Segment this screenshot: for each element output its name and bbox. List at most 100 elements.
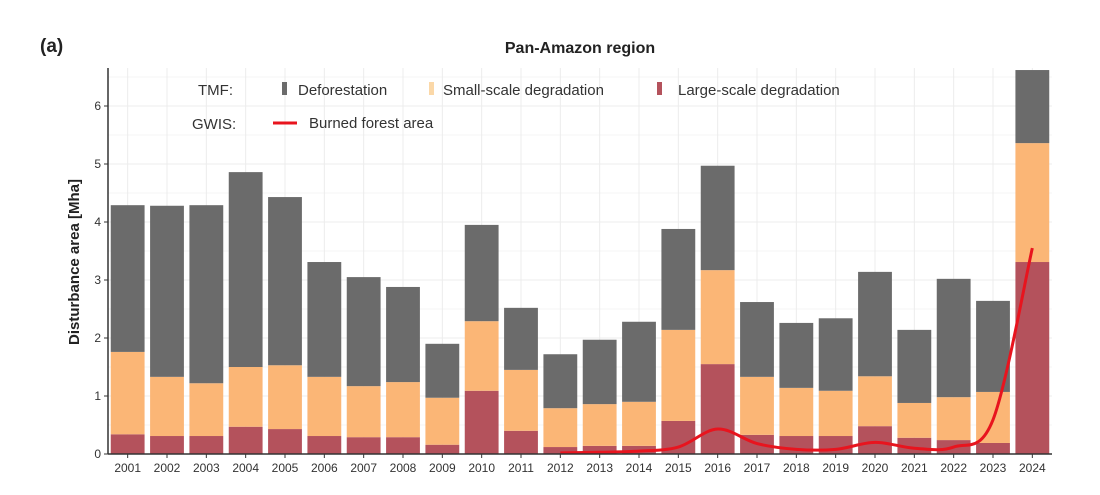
bar-deforestation-2012 xyxy=(543,354,578,409)
y-tick-label: 6 xyxy=(94,99,101,113)
x-tick-label: 2015 xyxy=(665,461,692,475)
bar-large-scale-degradation-2003 xyxy=(189,436,224,454)
bar-small-scale-degradation-2011 xyxy=(504,369,538,431)
bar-large-scale-degradation-2012 xyxy=(543,447,578,454)
x-tick-label: 2003 xyxy=(193,461,220,475)
bar-large-scale-degradation-2011 xyxy=(504,430,538,454)
x-tick-label: 2007 xyxy=(350,461,377,475)
bar-small-scale-degradation-2006 xyxy=(307,376,342,437)
legend-swatch-large-scale-degradation xyxy=(657,82,662,95)
bar-large-scale-degradation-2001 xyxy=(110,434,145,454)
bar-deforestation-2015 xyxy=(661,228,696,330)
x-tick-label: 2017 xyxy=(744,461,771,475)
bar-small-scale-degradation-2015 xyxy=(661,329,696,421)
bar-small-scale-degradation-2019 xyxy=(818,390,853,437)
bar-small-scale-degradation-2016 xyxy=(700,270,735,365)
bar-deforestation-2010 xyxy=(464,224,499,322)
x-tick-label: 2019 xyxy=(822,461,849,475)
bar-small-scale-degradation-2004 xyxy=(228,367,263,427)
bar-small-scale-degradation-2008 xyxy=(386,382,420,438)
bar-small-scale-degradation-2002 xyxy=(150,376,184,437)
bar-deforestation-2022 xyxy=(936,278,971,398)
bar-deforestation-2007 xyxy=(346,277,381,387)
y-tick-label: 1 xyxy=(94,389,101,403)
y-tick-label: 4 xyxy=(94,215,101,229)
legend-label-large-scale-degradation: Large-scale degradation xyxy=(678,82,840,99)
x-tick-label: 2001 xyxy=(114,461,141,475)
bar-small-scale-degradation-2024 xyxy=(1015,143,1050,263)
x-tick-label: 2022 xyxy=(940,461,967,475)
burned-forest-area-line xyxy=(560,247,1034,455)
bar-small-scale-degradation-2021 xyxy=(897,402,932,438)
x-tick-label: 2010 xyxy=(468,461,495,475)
bar-small-scale-degradation-2022 xyxy=(936,397,971,441)
bar-large-scale-degradation-2009 xyxy=(425,444,460,454)
bar-large-scale-degradation-2013 xyxy=(582,445,617,454)
bar-deforestation-2002 xyxy=(150,205,184,377)
bar-deforestation-2006 xyxy=(307,262,342,377)
bar-deforestation-2008 xyxy=(386,286,420,383)
bar-small-scale-degradation-2017 xyxy=(740,376,774,435)
bar-deforestation-2004 xyxy=(228,172,263,367)
bar-deforestation-2001 xyxy=(110,205,145,352)
legend-label-small-scale-degradation: Small-scale degradation xyxy=(443,82,604,99)
x-tick-label: 2021 xyxy=(901,461,928,475)
chart-title: Pan-Amazon region xyxy=(505,40,655,57)
legend: TMF: Deforestation Small-scale degradati… xyxy=(192,82,840,133)
legend-gwis-label: GWIS: xyxy=(192,116,236,133)
bar-small-scale-degradation-2014 xyxy=(622,401,656,446)
burned-area-line-layer xyxy=(560,247,1034,455)
x-tick-label: 2006 xyxy=(311,461,338,475)
legend-swatch-small-scale-degradation xyxy=(429,82,434,95)
bar-small-scale-degradation-2005 xyxy=(268,365,302,430)
bar-deforestation-2017 xyxy=(740,302,774,377)
y-tick-label: 5 xyxy=(94,157,101,171)
x-tick-label: 2005 xyxy=(272,461,299,475)
x-tick-label: 2020 xyxy=(862,461,889,475)
bar-deforestation-2005 xyxy=(268,197,302,366)
bar-small-scale-degradation-2013 xyxy=(582,404,617,446)
bar-large-scale-degradation-2016 xyxy=(700,364,735,454)
bar-deforestation-2019 xyxy=(818,318,853,391)
bar-small-scale-degradation-2018 xyxy=(779,387,814,437)
bar-deforestation-2014 xyxy=(622,321,656,402)
x-tick-label: 2016 xyxy=(704,461,731,475)
bar-deforestation-2024 xyxy=(1015,70,1050,144)
y-tick-label: 0 xyxy=(94,447,101,461)
x-tick-label: 2013 xyxy=(586,461,613,475)
legend-label-deforestation: Deforestation xyxy=(298,82,387,99)
bar-deforestation-2003 xyxy=(189,205,224,384)
bar-deforestation-2011 xyxy=(504,307,538,370)
bar-small-scale-degradation-2009 xyxy=(425,397,460,445)
x-tick-label: 2018 xyxy=(783,461,810,475)
bar-large-scale-degradation-2006 xyxy=(307,436,342,454)
bar-large-scale-degradation-2002 xyxy=(150,436,184,454)
x-tick-label: 2009 xyxy=(429,461,456,475)
bar-small-scale-degradation-2012 xyxy=(543,408,578,448)
bar-large-scale-degradation-2008 xyxy=(386,437,420,454)
legend-label-burned-forest-area: Burned forest area xyxy=(309,115,434,132)
bar-small-scale-degradation-2007 xyxy=(346,386,381,438)
y-axis-label: Disturbance area [Mha] xyxy=(66,179,83,345)
bar-large-scale-degradation-2020 xyxy=(858,426,892,454)
y-tick-label: 3 xyxy=(94,273,101,287)
bar-large-scale-degradation-2010 xyxy=(464,390,499,454)
bar-small-scale-degradation-2001 xyxy=(110,351,145,435)
bar-deforestation-2009 xyxy=(425,343,460,398)
x-tick-label: 2008 xyxy=(390,461,417,475)
bar-deforestation-2013 xyxy=(582,339,617,405)
panel-label: (a) xyxy=(40,36,63,57)
bar-large-scale-degradation-2007 xyxy=(346,437,381,454)
x-tick-label: 2023 xyxy=(980,461,1007,475)
y-tick-label: 2 xyxy=(94,331,101,345)
bar-small-scale-degradation-2020 xyxy=(858,376,892,427)
legend-swatch-deforestation xyxy=(282,82,287,95)
bar-small-scale-degradation-2003 xyxy=(189,383,224,437)
axes: 0 1 2 3 4 5 6 2001 2002 2003 2004 2005 2006 2007 2008 2… xyxy=(94,68,1052,475)
x-tick-label: 2004 xyxy=(232,461,259,475)
bar-large-scale-degradation-2005 xyxy=(268,429,302,454)
bar-large-scale-degradation-2004 xyxy=(228,426,263,454)
bar-large-scale-degradation-2024 xyxy=(1015,262,1050,454)
bar-deforestation-2021 xyxy=(897,329,932,403)
